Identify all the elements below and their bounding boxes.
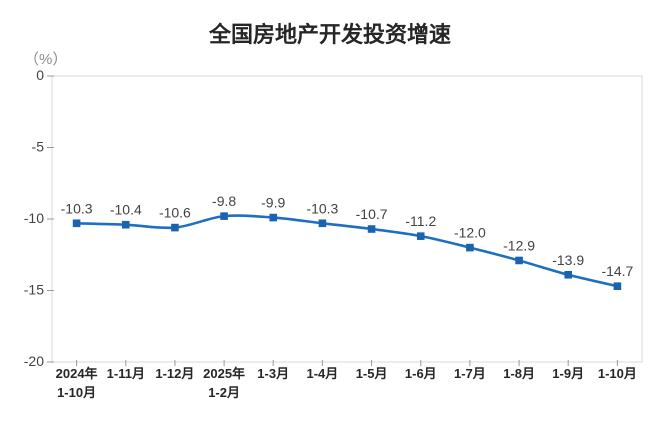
svg-text:0: 0 (36, 67, 44, 83)
svg-text:-13.9: -13.9 (552, 252, 584, 268)
svg-text:-14.7: -14.7 (601, 263, 633, 279)
svg-text:-10: -10 (24, 210, 44, 226)
svg-text:1-7月: 1-7月 (454, 366, 486, 381)
svg-text:1-2月: 1-2月 (208, 385, 240, 400)
svg-text:-9.9: -9.9 (261, 195, 285, 211)
svg-text:1-11月: 1-11月 (107, 366, 145, 381)
svg-text:-10.3: -10.3 (61, 200, 93, 216)
svg-text:2025年: 2025年 (203, 366, 245, 381)
svg-text:1-10月: 1-10月 (57, 385, 96, 400)
svg-text:2024年: 2024年 (56, 366, 98, 381)
svg-text:1-3月: 1-3月 (257, 366, 289, 381)
svg-text:-10.7: -10.7 (356, 206, 388, 222)
svg-text:-12.0: -12.0 (454, 225, 486, 241)
svg-text:1-9月: 1-9月 (552, 366, 584, 381)
svg-text:1-10月: 1-10月 (598, 366, 637, 381)
svg-text:-10.4: -10.4 (110, 202, 142, 218)
svg-text:1-5月: 1-5月 (356, 366, 388, 381)
svg-text:-5: -5 (32, 139, 45, 155)
svg-text:-10.6: -10.6 (159, 205, 191, 221)
svg-text:1-4月: 1-4月 (307, 366, 339, 381)
svg-text:1-6月: 1-6月 (405, 366, 437, 381)
svg-text:-9.8: -9.8 (212, 193, 236, 209)
svg-text:-12.9: -12.9 (503, 238, 535, 254)
svg-text:-10.3: -10.3 (306, 200, 338, 216)
svg-text:-20: -20 (24, 353, 44, 369)
svg-text:-15: -15 (24, 282, 44, 298)
svg-text:-11.2: -11.2 (405, 213, 436, 229)
svg-text:1-8月: 1-8月 (503, 366, 535, 381)
svg-text:1-12月: 1-12月 (155, 366, 194, 381)
